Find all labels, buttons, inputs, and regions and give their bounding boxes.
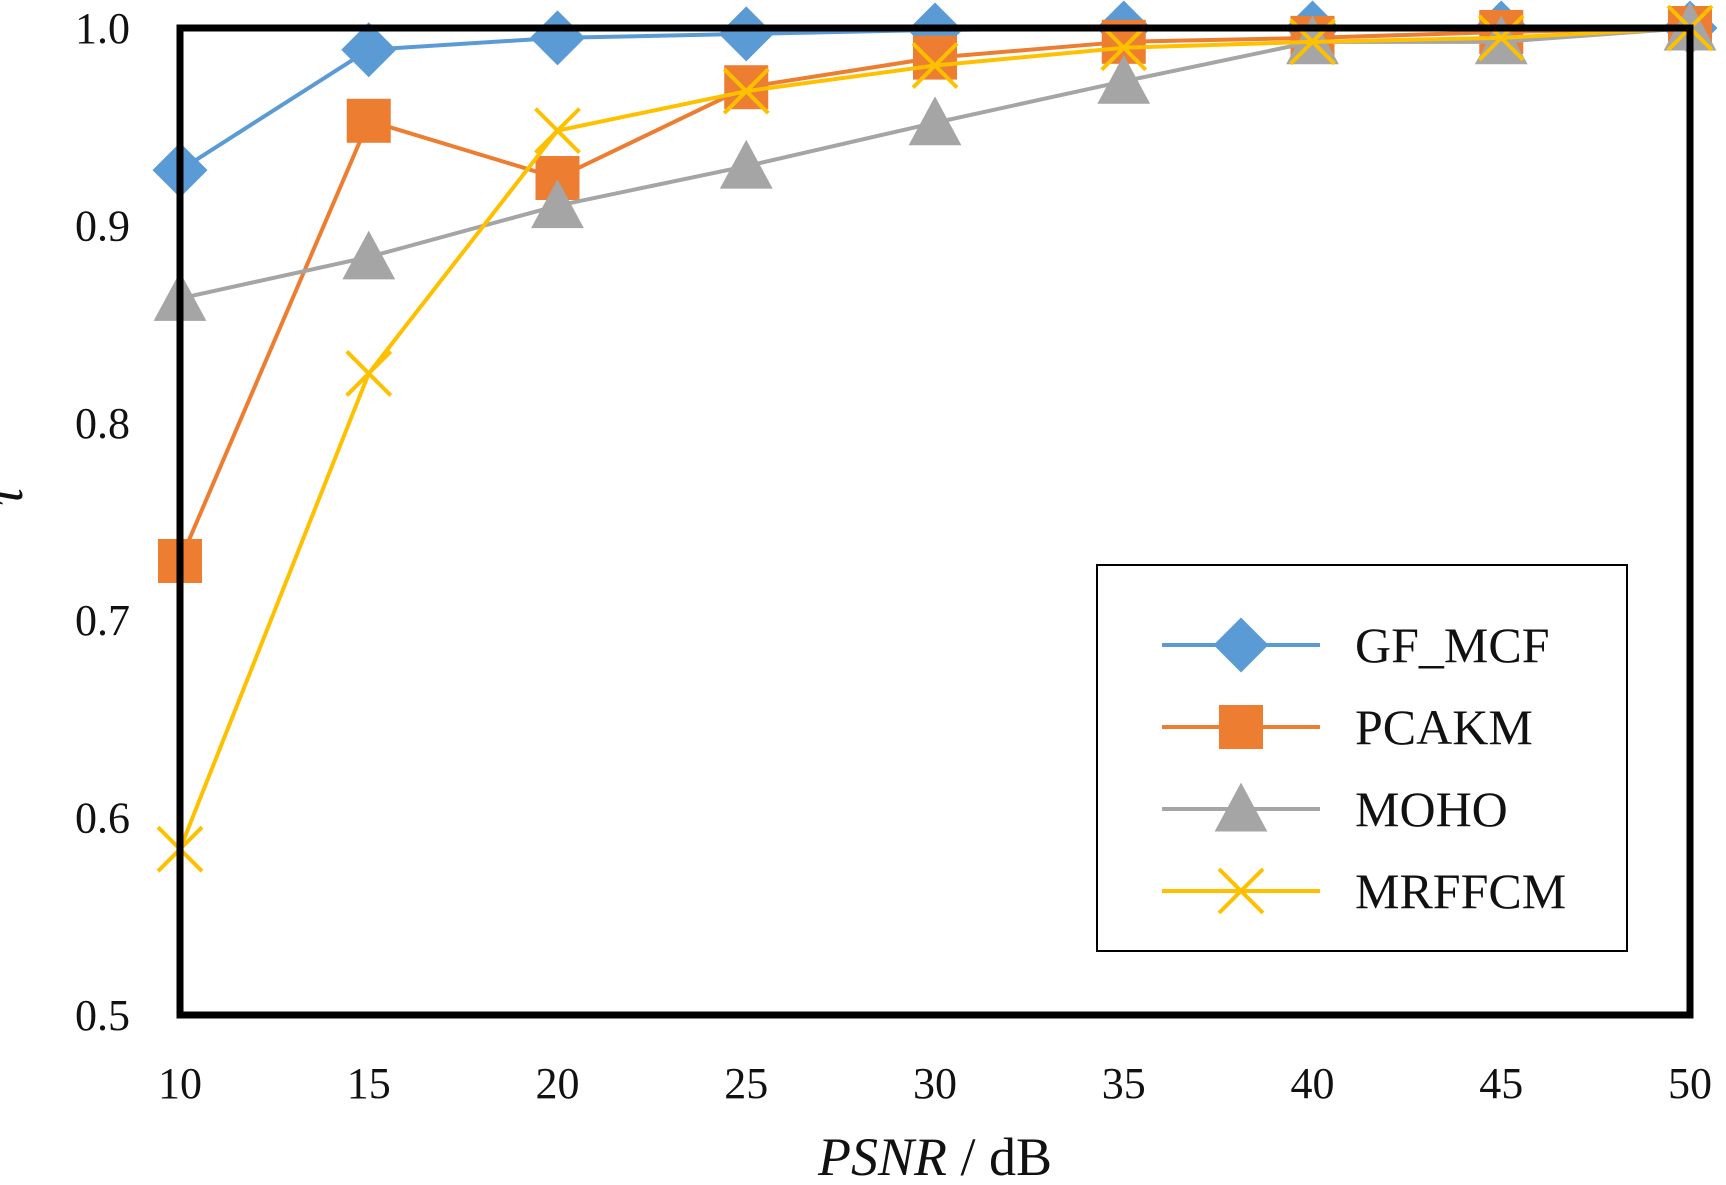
x-marker [345,350,393,397]
x-marker [1477,14,1525,62]
series-pcakm [158,6,1712,583]
plot-area-frame [176,24,1694,1019]
legend-box [1096,564,1628,952]
square-marker [913,35,957,80]
x-marker [1217,867,1265,915]
triangle-marker [908,96,962,146]
y-tick-label: 0.8 [75,399,130,448]
x-marker-stroke [911,42,959,89]
legend-entry: GF_MCF [1162,617,1550,673]
x-marker-stroke [722,67,770,115]
series-moho [153,1,1717,321]
diamond-marker [530,10,585,66]
square-marker [346,98,391,143]
legend-entry: MRFFCM [1162,863,1566,919]
x-tick-label: 45 [1479,1059,1523,1108]
legend: GF_MCF PCAKM MOHO MRFFCM [1096,564,1628,952]
triangle-marker [1097,54,1151,104]
y-tick-label: 0.6 [75,794,130,843]
x-tick-label: 10 [158,1059,202,1108]
y-tick-label: 0.7 [75,596,130,645]
x-axis-label-italic: PSNR [817,1127,947,1185]
x-axis-label: PSNR / dB [817,1127,1052,1185]
x-tick-label: 50 [1668,1059,1712,1108]
legend-label: MRFFCM [1355,863,1566,919]
legend-entry: PCAKM [1162,699,1533,755]
legend-label: GF_MCF [1355,617,1550,673]
diamond-marker [718,6,774,62]
legend-items: GF_MCF PCAKM MOHO MRFFCM [1162,617,1566,919]
x-marker [1100,24,1148,72]
x-marker-stroke [1477,14,1525,62]
x-marker-stroke [1100,24,1148,72]
y-axis-label: τ [0,485,34,506]
x-marker [911,42,959,89]
x-marker-stroke [345,350,393,397]
triangle-marker [719,139,773,189]
x-tick-label: 25 [724,1059,768,1108]
x-tick-label: 20 [536,1059,580,1108]
diamond-marker [1213,617,1269,673]
legend-label: MOHO [1355,781,1508,837]
legend-entry: MOHO [1162,781,1508,837]
diamond-marker [341,22,397,78]
y-tick-label: 1.0 [75,4,130,53]
triangle-marker [531,179,584,229]
triangle-marker [342,230,396,280]
y-tick-label: 0.9 [75,201,130,250]
x-marker [722,67,770,115]
x-tick-label: 30 [913,1059,957,1108]
x-marker-stroke [534,107,581,155]
x-axis-label-unit: / dB [947,1127,1052,1185]
x-tick-label: 40 [1291,1059,1335,1108]
square-marker [1219,705,1263,749]
x-marker-stroke [1217,867,1265,915]
legend-label: PCAKM [1355,699,1533,755]
x-tick-label: 15 [347,1059,391,1108]
triangle-marker [1214,782,1268,832]
y-tick-label: 0.5 [75,991,130,1040]
y-axis-ticks: 0.5 0.6 0.7 0.8 0.9 1.0 [75,4,130,1040]
x-axis-ticks: 10 15 20 25 30 35 40 45 50 [158,1059,1712,1108]
x-marker [534,107,581,155]
series-layer [152,0,1718,873]
x-tick-label: 35 [1102,1059,1146,1108]
